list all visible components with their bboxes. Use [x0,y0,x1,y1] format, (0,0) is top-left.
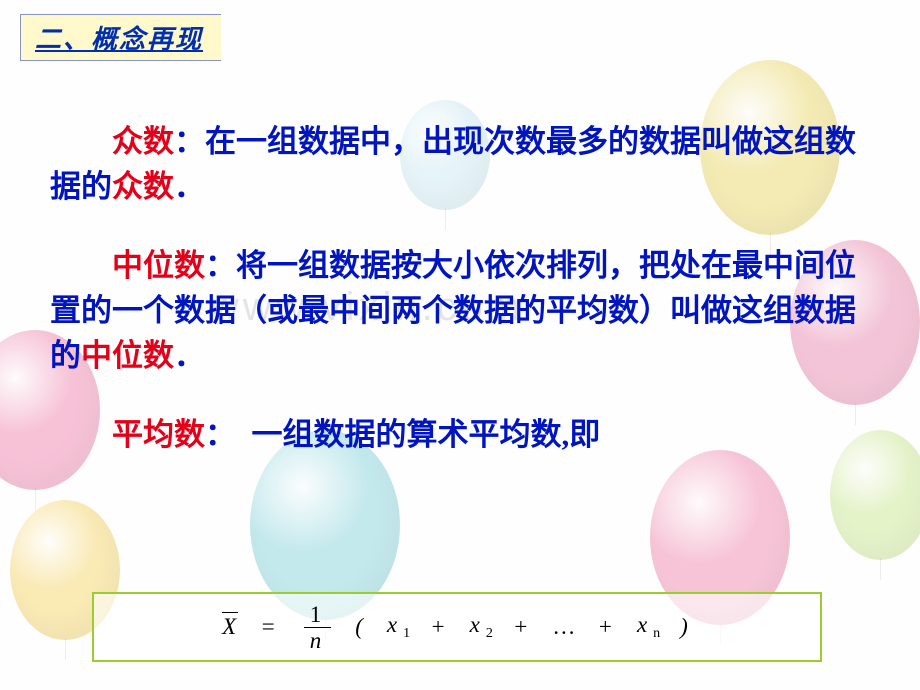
section-header-tag: 二、概念再现 [20,14,221,61]
formula-dots: … [552,614,577,640]
definition-median: 中位数：将一组数据按大小依次排列，把处在最中间位置的一个数据（或最中间两个数据的… [50,244,870,379]
formula-xn: xn [637,612,660,643]
mean-term: 平均数 [112,417,205,452]
formula-plus3: + [597,614,617,640]
content-area: 众数：在一组数据中，出现次数最多的数据叫做这组数据的众数． 中位数：将一组数据按… [50,120,870,492]
formula-x1: x1 [387,612,410,643]
formula-frac-num: 1 [304,603,332,628]
mode-period: ． [174,169,205,204]
formula-x2: x2 [470,612,493,643]
median-period: ． [174,338,205,373]
definition-mean: 平均数： 一组数据的算术平均数,即 [50,413,870,458]
formula-close: ) [680,614,692,640]
formula-eq: = [260,614,280,640]
section-header-text: 二、概念再现 [35,25,203,54]
mean-formula: X = 1 n ( x1 + x2 + … + xn ) [222,603,692,652]
formula-xbar: X [222,614,240,640]
formula-box: X = 1 n ( x1 + x2 + … + xn ) [92,592,822,662]
mode-term-end: 众数 [112,169,174,204]
formula-frac-den: n [310,628,326,652]
formula-plus2: + [513,614,533,640]
formula-open: ( [355,614,367,640]
formula-plus1: + [430,614,450,640]
mode-term: 众数 [112,124,174,159]
median-term: 中位数 [112,248,205,283]
definition-mode: 众数：在一组数据中，出现次数最多的数据叫做这组数据的众数． [50,120,870,210]
mean-body: ： 一组数据的算术平均数,即 [205,417,600,452]
median-term-end: 中位数 [81,338,174,373]
formula-frac: 1 n [300,603,336,652]
